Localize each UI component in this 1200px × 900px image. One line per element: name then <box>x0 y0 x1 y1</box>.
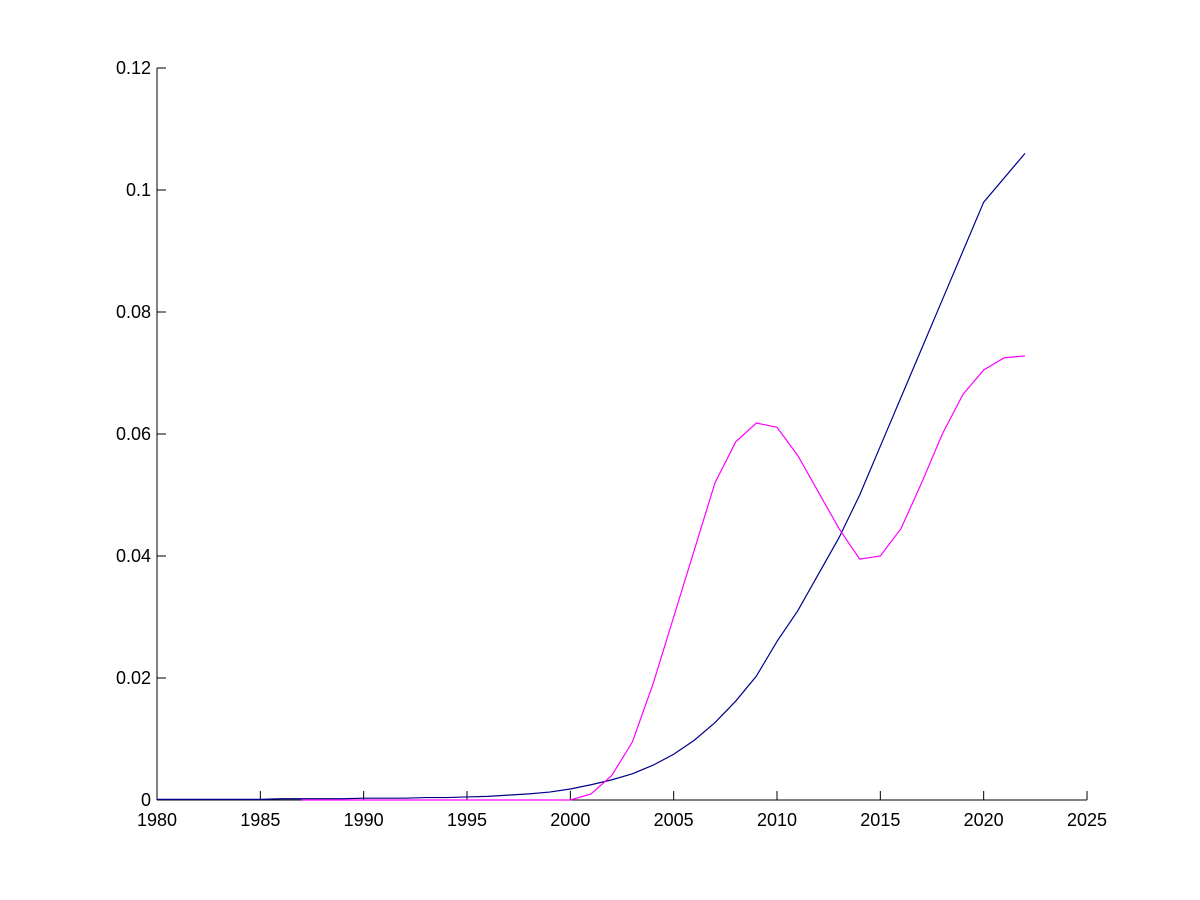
y-tick-label: 0.12 <box>116 58 151 78</box>
y-tick-label: 0.06 <box>116 424 151 444</box>
y-tick-label: 0.1 <box>126 180 151 200</box>
y-tick-label: 0.02 <box>116 668 151 688</box>
x-tick-label: 1980 <box>137 810 177 830</box>
line-series <box>157 153 1026 800</box>
line-series <box>301 355 1026 801</box>
x-tick-label: 2005 <box>654 810 694 830</box>
x-tick-label: 2020 <box>964 810 1004 830</box>
y-tick-label: 0.08 <box>116 302 151 322</box>
x-tick-label: 1985 <box>240 810 280 830</box>
x-tick-label: 2000 <box>550 810 590 830</box>
y-tick-label: 0 <box>141 790 151 810</box>
x-tick-label: 1990 <box>344 810 384 830</box>
x-tick-label: 2015 <box>860 810 900 830</box>
x-tick-label: 1995 <box>447 810 487 830</box>
y-tick-label: 0.04 <box>116 546 151 566</box>
x-tick-label: 2025 <box>1067 810 1107 830</box>
x-tick-label: 2010 <box>757 810 797 830</box>
